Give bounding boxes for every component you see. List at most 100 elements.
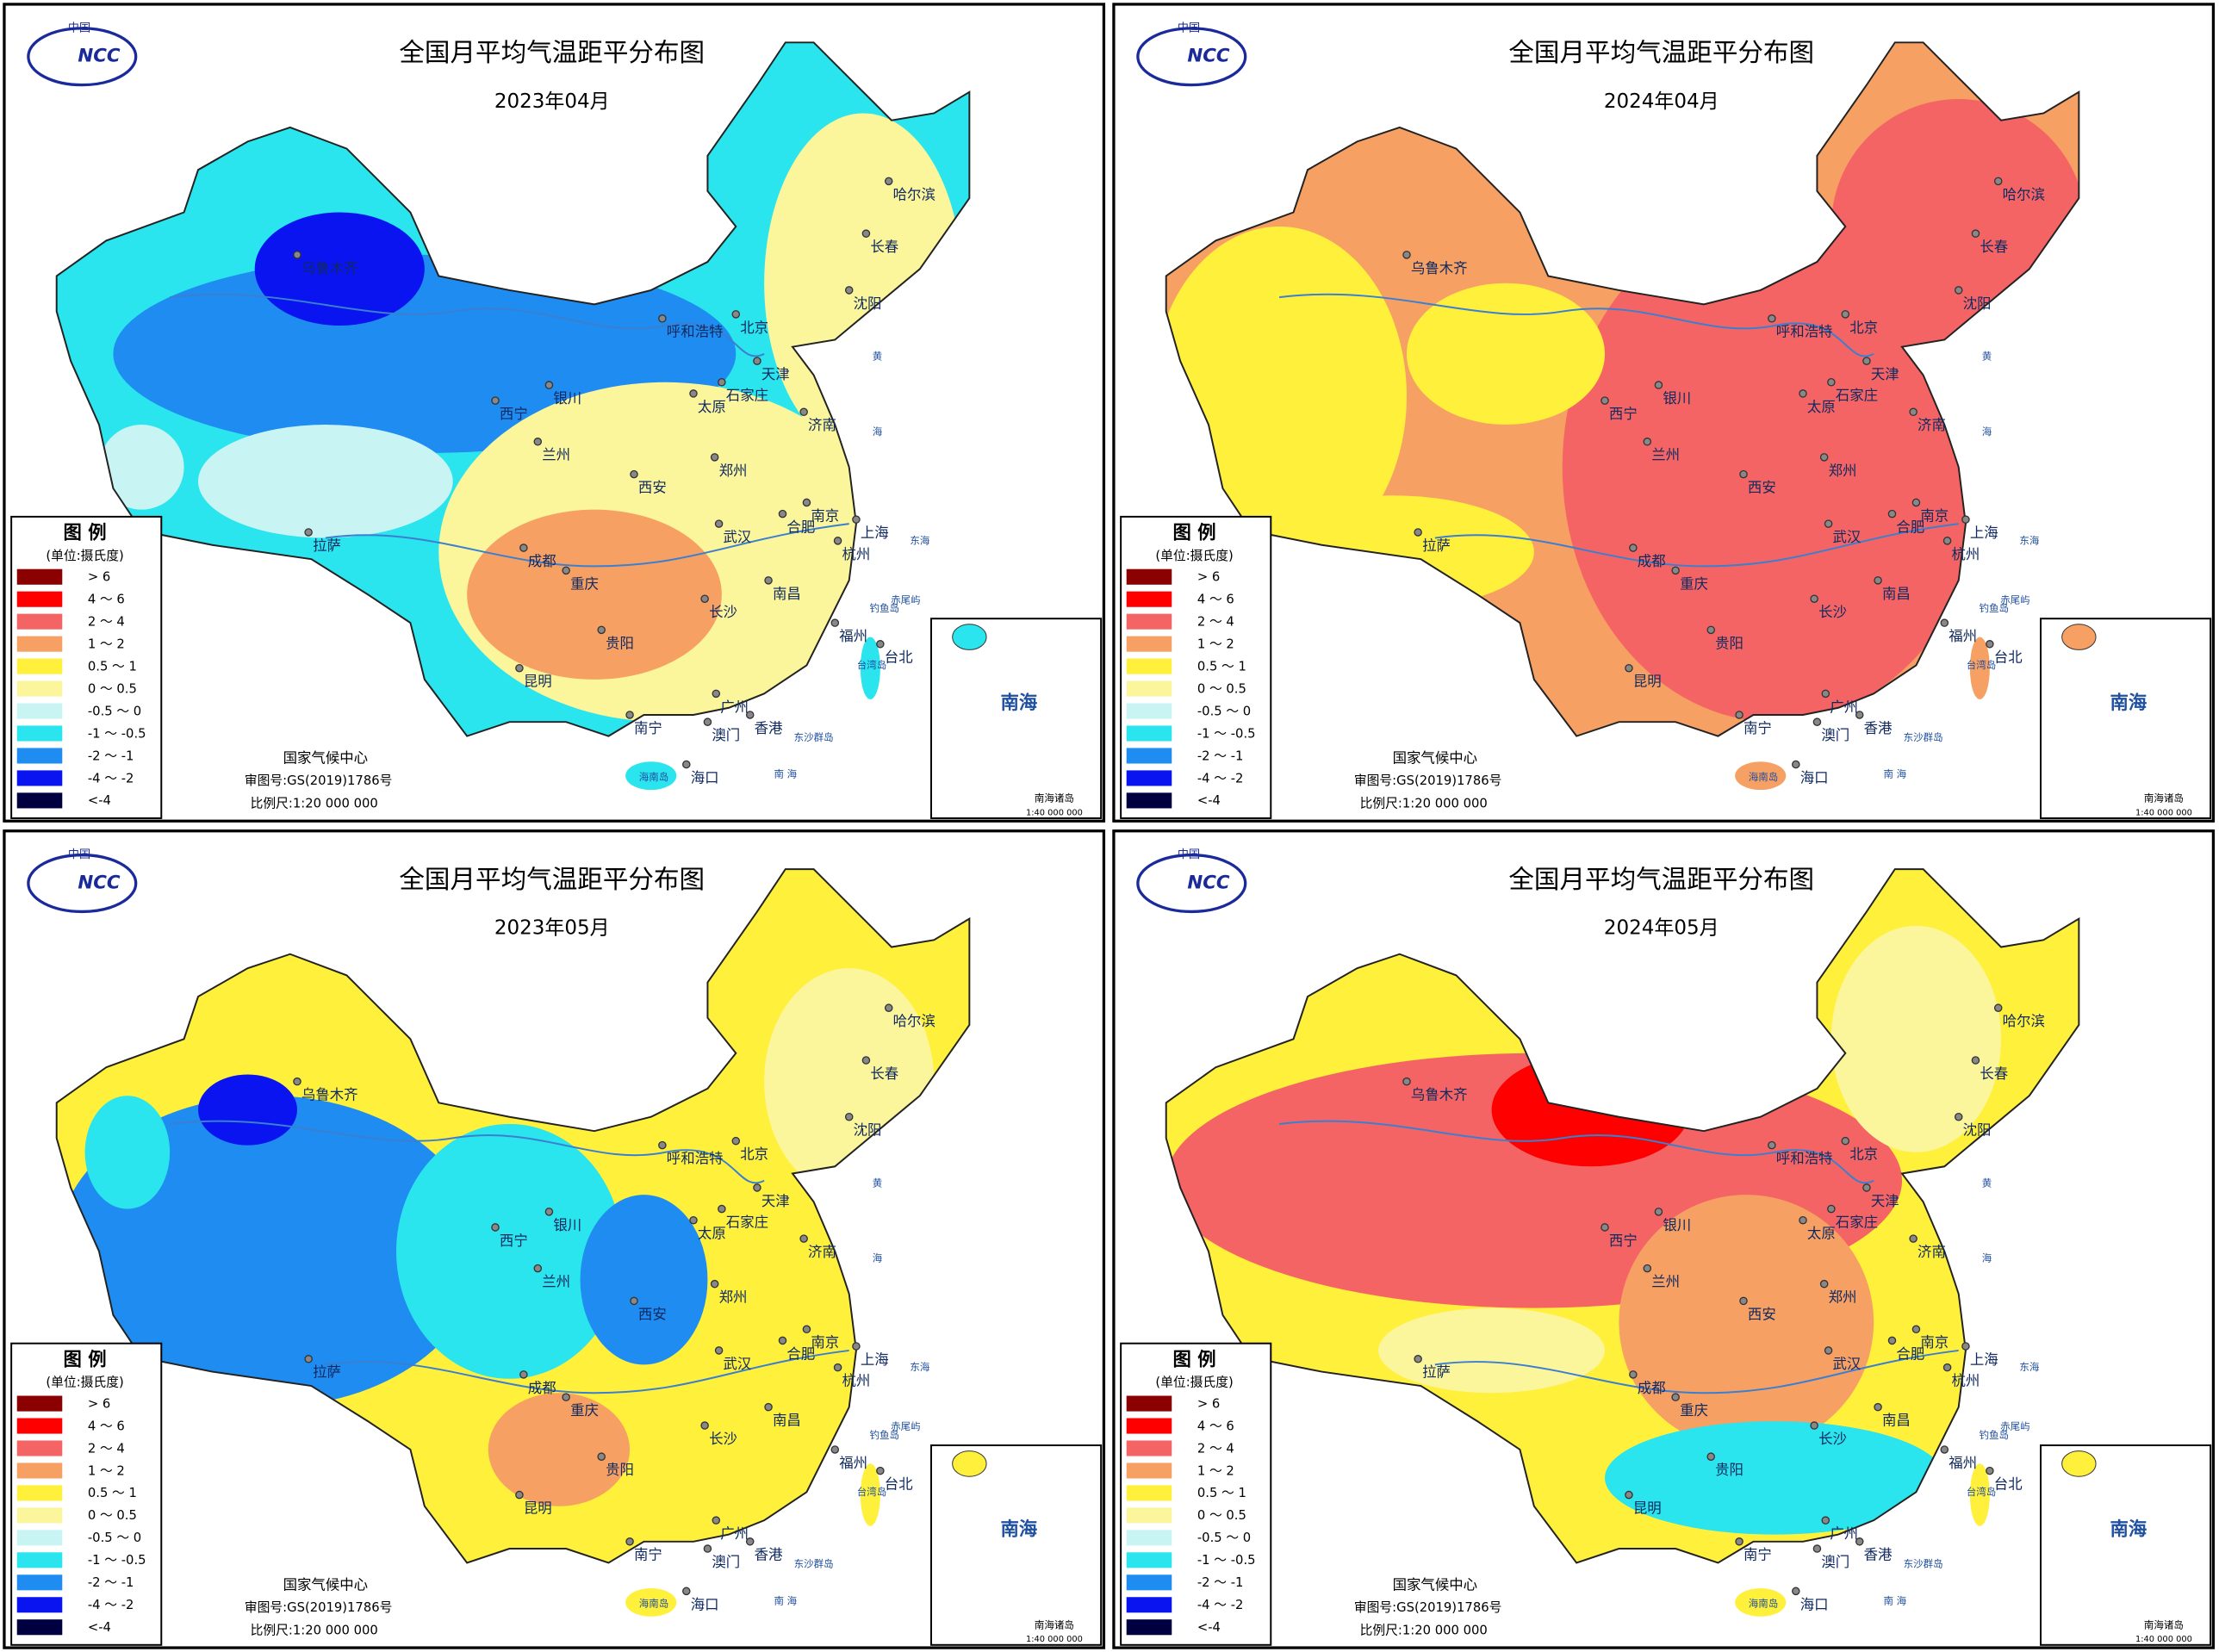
city-label: 武汉 — [724, 529, 752, 545]
sea-label: 海 — [1982, 425, 1992, 438]
city-dot — [833, 1363, 842, 1372]
sea-label: 赤尾屿 — [2000, 593, 2029, 606]
city-dot — [884, 1003, 893, 1012]
footer-scale: 比例尺:1:20 000 000 — [251, 1623, 378, 1637]
city-dot — [1986, 640, 1994, 649]
city-dot — [625, 711, 634, 719]
city-dot — [1862, 1183, 1871, 1192]
city-label: 南宁 — [1744, 720, 1772, 736]
legend-label: 4 ～ 6 — [88, 593, 125, 607]
city-dot — [562, 566, 570, 575]
city-dot — [1629, 543, 1638, 552]
map-title: 全国月平均气温距平分布图 — [1508, 865, 1814, 894]
city-label: 南昌 — [1882, 1413, 1911, 1429]
city-dot — [544, 381, 554, 389]
sea-label: 海 — [1982, 1252, 1992, 1264]
inset-islands: 南海诸岛 — [1035, 1618, 1074, 1630]
city-dot — [861, 1056, 871, 1065]
legend-label: 0 ～ 0.5 — [88, 681, 137, 696]
city-label: 南宁 — [634, 720, 662, 736]
city-dot — [1986, 1466, 1994, 1475]
legend-swatch — [16, 1418, 63, 1434]
legend-label: -4 ～ -2 — [88, 771, 134, 786]
city-dot — [718, 377, 726, 387]
city-dot — [703, 717, 712, 726]
city-dot — [778, 509, 787, 519]
sea-label: 钓鱼岛 — [1980, 1429, 2009, 1441]
anomaly-region — [488, 1393, 631, 1506]
legend-label: > 6 — [1197, 570, 1220, 585]
anomaly-region — [84, 1096, 171, 1209]
logo-text: 中国 — [68, 848, 90, 861]
city-dot — [1821, 1516, 1831, 1525]
legend-swatch — [16, 1597, 63, 1613]
sea-label: 海南岛 — [639, 771, 668, 783]
city-dot — [304, 528, 313, 537]
city-label: 济南 — [808, 1244, 836, 1260]
city-label: 贵阳 — [1715, 635, 1744, 651]
city-dot — [689, 1215, 698, 1225]
inset-land — [2061, 624, 2097, 650]
city-label: 南宁 — [1744, 1547, 1772, 1563]
city-label: 长沙 — [709, 604, 737, 620]
city-label: 太原 — [698, 1226, 726, 1242]
city-dot — [1821, 689, 1831, 699]
city-label: 拉萨 — [313, 1364, 341, 1381]
city-dot — [1414, 528, 1422, 537]
city-dot — [830, 1445, 840, 1454]
city-label: 北京 — [1849, 320, 1878, 336]
legend-swatch — [16, 1395, 63, 1412]
city-dot — [1625, 1490, 1633, 1500]
city-dot — [1855, 711, 1864, 719]
sea-label: 黄 — [1982, 351, 1992, 363]
city-dot — [1414, 1355, 1422, 1363]
anomaly-region — [1605, 1421, 1945, 1535]
city-label: 合肥 — [1896, 519, 1924, 536]
legend-label: 2 ～ 4 — [1197, 1441, 1234, 1456]
legend-unit: (单位:摄氏度) — [1155, 549, 1233, 563]
city-label: 上海 — [861, 525, 889, 541]
city-label: 广州 — [1830, 1525, 1858, 1542]
city-dot — [1706, 625, 1715, 635]
city-dot — [1909, 407, 1918, 417]
city-label: 长沙 — [1818, 1431, 1847, 1447]
city-dot — [1827, 1204, 1836, 1214]
city-dot — [1940, 618, 1949, 627]
city-dot — [1993, 1003, 2003, 1012]
city-label: 乌鲁木齐 — [1411, 1087, 1468, 1103]
footer-org: 国家气候中心 — [283, 1576, 369, 1593]
legend-swatch — [1126, 568, 1172, 585]
sea-label: 东沙群岛 — [794, 1558, 834, 1570]
city-dot — [1629, 1370, 1638, 1379]
legend-swatch — [1126, 613, 1172, 630]
legend-swatch — [1126, 1507, 1172, 1524]
map-title: 全国月平均气温距平分布图 — [399, 865, 705, 894]
legend-label: -0.5 ～ 0 — [1197, 1531, 1251, 1545]
city-dot — [1824, 519, 1833, 528]
city-label: 昆明 — [1633, 674, 1662, 690]
city-label: 海口 — [1800, 769, 1829, 786]
anomaly-region — [1619, 1195, 1874, 1450]
city-dot — [1819, 453, 1829, 462]
city-label: 北京 — [1849, 1146, 1878, 1163]
legend-swatch — [16, 658, 63, 674]
city-label: 南京 — [811, 1334, 839, 1351]
inset-islands: 南海诸岛 — [2144, 1618, 2184, 1630]
city-label: 西宁 — [1609, 406, 1638, 422]
city-dot — [712, 1516, 721, 1525]
legend-label: -1 ～ -0.5 — [88, 726, 146, 741]
city-dot — [1739, 469, 1748, 479]
sea-label: 海南岛 — [1749, 1598, 1778, 1610]
city-label: 澳门 — [1821, 727, 1849, 743]
map-date: 2024年05月 — [1604, 917, 1719, 940]
legend-label: -1 ～ -0.5 — [1197, 726, 1256, 741]
city-dot — [1799, 389, 1807, 398]
city-dot — [519, 543, 528, 552]
logo — [27, 854, 138, 914]
legend-swatch — [1126, 591, 1172, 607]
legend-label: <-4 — [1197, 793, 1221, 808]
inset-land — [952, 624, 987, 650]
inset-box — [2040, 618, 2212, 819]
